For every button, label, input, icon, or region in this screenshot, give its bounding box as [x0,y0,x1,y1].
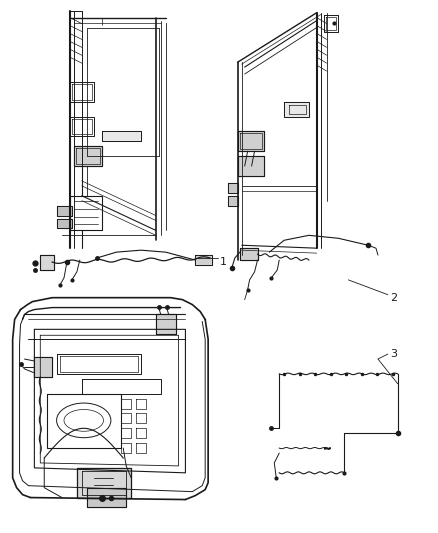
Polygon shape [156,314,176,334]
Polygon shape [40,255,54,270]
Polygon shape [87,488,126,507]
Polygon shape [57,206,72,215]
Polygon shape [57,219,72,229]
Text: 2: 2 [390,293,397,303]
Polygon shape [77,468,131,498]
Text: 3: 3 [390,349,397,359]
Polygon shape [228,183,238,193]
Polygon shape [238,156,265,176]
Polygon shape [34,357,52,377]
Polygon shape [240,248,258,260]
Polygon shape [238,132,265,151]
Polygon shape [228,196,238,206]
Polygon shape [284,102,309,117]
Polygon shape [102,132,141,141]
Polygon shape [195,255,212,265]
Text: 1: 1 [220,257,227,267]
Polygon shape [74,146,102,166]
